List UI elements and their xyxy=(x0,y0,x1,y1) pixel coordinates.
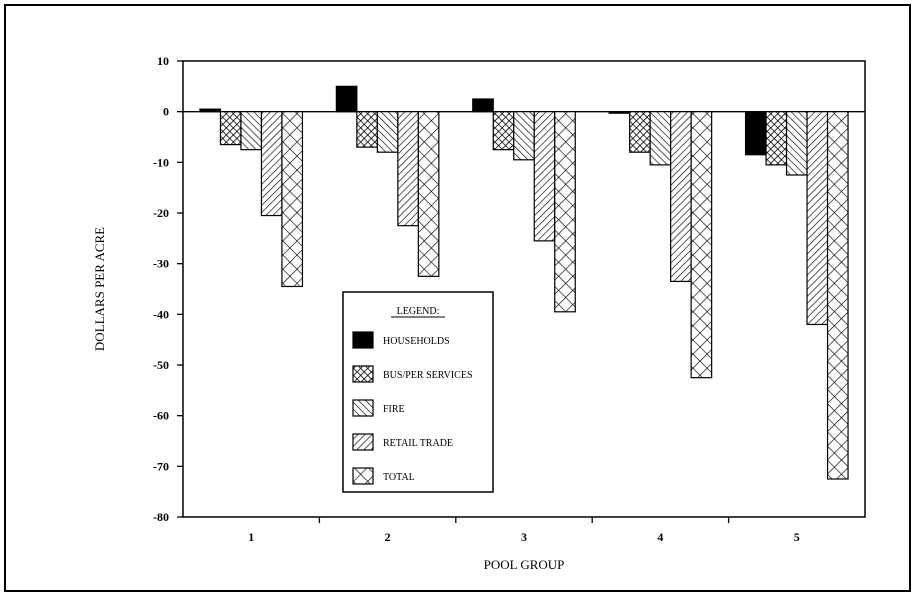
bar xyxy=(554,111,576,313)
legend-swatch xyxy=(352,399,374,417)
bar xyxy=(356,111,378,148)
bar xyxy=(690,111,713,379)
bar xyxy=(744,111,767,156)
bar xyxy=(492,111,515,151)
legend-item-label: TOTAL xyxy=(383,472,415,483)
bar xyxy=(670,111,692,283)
x-tick-label: 5 xyxy=(794,530,800,544)
y-tick-label: -20 xyxy=(153,206,169,220)
y-tick-label: -10 xyxy=(153,155,169,169)
bar xyxy=(240,111,263,151)
x-tick-label: 4 xyxy=(657,530,663,544)
y-tick-label: 0 xyxy=(163,105,169,119)
bar xyxy=(533,111,556,242)
bar xyxy=(260,111,283,217)
legend-item-label: HOUSEHOLDS xyxy=(383,336,450,347)
bar xyxy=(219,111,242,146)
y-tick-label: -40 xyxy=(153,307,169,321)
y-tick-label: -30 xyxy=(153,257,169,271)
bar xyxy=(629,111,651,153)
bar xyxy=(472,98,494,113)
legend-swatch xyxy=(352,433,374,451)
bar xyxy=(826,111,849,480)
bar xyxy=(513,111,535,161)
bar xyxy=(765,111,788,166)
bar xyxy=(335,85,358,113)
chart-frame xyxy=(4,4,911,592)
y-tick-label: -80 xyxy=(153,510,169,524)
y-tick-label: -50 xyxy=(153,358,169,372)
legend-box xyxy=(342,291,494,493)
legend-swatch xyxy=(352,365,374,383)
bar xyxy=(806,111,829,326)
bar xyxy=(417,111,440,277)
legend-item-label: FIRE xyxy=(383,404,405,415)
legend-swatch xyxy=(352,331,374,349)
bar xyxy=(608,111,631,114)
legend-item-label: RETAIL TRADE xyxy=(383,438,453,449)
plot-area xyxy=(182,60,866,518)
x-tick-label: 2 xyxy=(385,530,391,544)
bar xyxy=(785,111,808,176)
bar xyxy=(281,111,304,288)
bar xyxy=(397,111,419,227)
bar xyxy=(649,111,672,166)
x-tick-label: 1 xyxy=(248,530,254,544)
legend-item-label: BUS/PER SERVICES xyxy=(383,370,473,381)
y-axis-label: DOLLARS PER ACRE xyxy=(92,227,107,351)
y-tick-label: -70 xyxy=(153,459,169,473)
y-tick-label: 10 xyxy=(157,54,169,68)
legend-swatch xyxy=(352,467,374,485)
bar xyxy=(376,111,399,153)
x-axis-label: POOL GROUP xyxy=(484,557,565,572)
x-tick-label: 3 xyxy=(521,530,527,544)
legend-title: LEGEND: xyxy=(397,306,440,317)
bar xyxy=(199,108,222,113)
y-tick-label: -60 xyxy=(153,409,169,423)
